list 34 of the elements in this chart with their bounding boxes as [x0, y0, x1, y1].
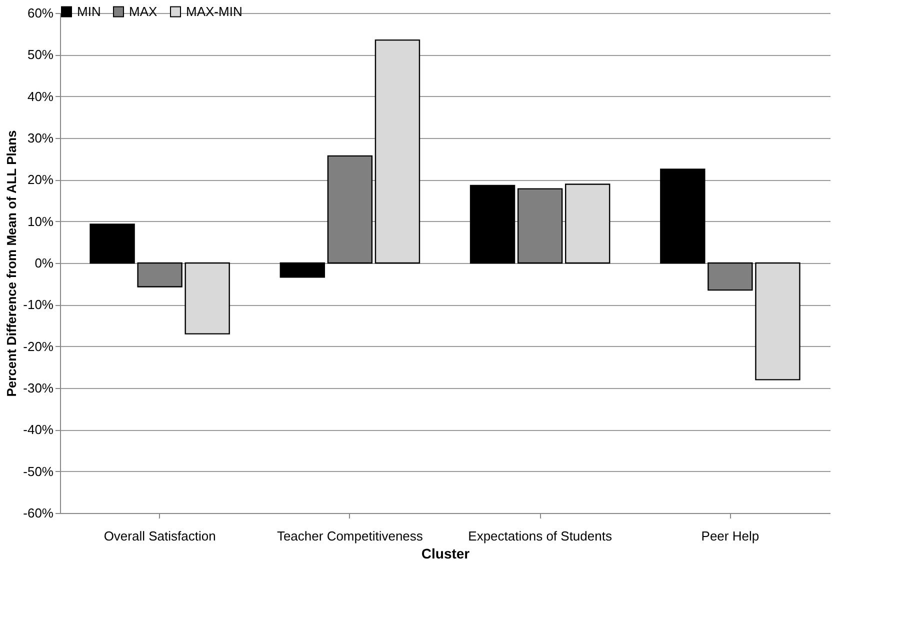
- bar: [470, 184, 516, 264]
- y-tick-label: 20%: [27, 172, 54, 188]
- y-tick-label: 10%: [27, 214, 54, 229]
- y-tick-label: -60%: [23, 506, 54, 520]
- legend-label: MIN: [77, 4, 101, 19]
- y-tick-label: -40%: [23, 422, 54, 438]
- y-tick-label: 30%: [27, 130, 54, 146]
- x-tick-label: Overall Satisfaction: [104, 528, 216, 544]
- bar: [564, 184, 610, 264]
- bar: [184, 262, 230, 334]
- y-tick-label: 60%: [27, 6, 54, 20]
- bar: [708, 262, 753, 291]
- y-tick-label: -50%: [23, 464, 54, 479]
- y-tick-label: 50%: [27, 47, 54, 62]
- bar: [327, 155, 373, 264]
- x-axis-title: Cluster: [421, 546, 470, 562]
- bar: [137, 262, 182, 288]
- y-axis-title: Percent Difference from Mean of ALL Plans: [4, 130, 20, 397]
- x-tick-label: Expectations of Students: [468, 528, 612, 544]
- legend-label: MAX: [129, 4, 158, 19]
- legend-label: MAX-MIN: [186, 4, 242, 19]
- bar: [90, 224, 135, 264]
- x-tick-label: Peer Help: [701, 528, 760, 544]
- y-tick-label: -30%: [23, 380, 54, 396]
- y-tick-label: 40%: [27, 88, 54, 104]
- bar: [280, 262, 326, 278]
- x-tick-label: Teacher Competitiveness: [276, 528, 424, 544]
- y-tick-label: 0%: [34, 256, 54, 270]
- bar: [755, 262, 800, 380]
- y-tick-label: -10%: [23, 297, 54, 312]
- bar: [374, 39, 420, 264]
- bar: [517, 188, 563, 264]
- bar: [660, 168, 706, 264]
- y-tick-label: -20%: [23, 338, 54, 354]
